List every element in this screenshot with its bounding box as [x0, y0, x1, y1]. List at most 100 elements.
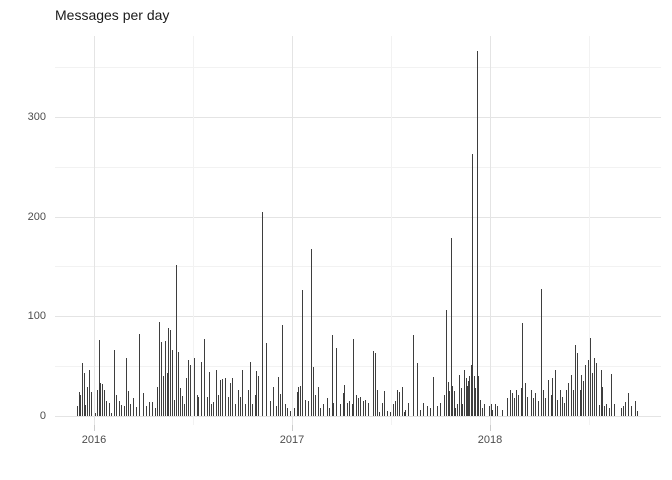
- bar: [395, 401, 396, 416]
- bar: [290, 411, 291, 416]
- bar: [464, 370, 465, 416]
- bar: [437, 406, 438, 416]
- bar: [225, 378, 226, 416]
- bar: [218, 395, 219, 416]
- bar: [252, 404, 253, 416]
- bar: [551, 395, 552, 416]
- bar: [170, 330, 171, 416]
- bar: [604, 406, 605, 416]
- bar: [390, 412, 391, 416]
- bar: [82, 363, 83, 416]
- bar: [516, 390, 517, 416]
- bar: [130, 404, 131, 416]
- bar: [427, 406, 428, 416]
- bar: [174, 400, 175, 416]
- y-axis-label: 300: [27, 110, 46, 123]
- bar: [602, 387, 603, 416]
- y-major-gridline: [55, 316, 661, 318]
- bar: [308, 401, 309, 416]
- bar: [172, 350, 173, 416]
- bar: [525, 383, 526, 416]
- bar: [139, 334, 140, 416]
- bar: [190, 365, 191, 416]
- bar: [594, 358, 595, 416]
- bar: [197, 395, 198, 416]
- bar: [482, 408, 483, 416]
- bar: [495, 404, 496, 416]
- bar: [557, 400, 558, 416]
- bar: [128, 391, 129, 416]
- bar: [531, 390, 532, 416]
- bar: [543, 390, 544, 416]
- bar: [404, 412, 405, 416]
- bar: [228, 397, 229, 416]
- bar: [347, 403, 348, 416]
- bar: [575, 345, 576, 416]
- bar: [163, 376, 164, 416]
- bar: [507, 398, 508, 416]
- bar: [194, 358, 195, 416]
- bar: [614, 404, 615, 416]
- bar: [262, 212, 263, 416]
- bar: [136, 407, 137, 416]
- bar: [282, 325, 283, 416]
- bar: [343, 393, 344, 416]
- bar: [329, 408, 330, 416]
- bar: [377, 390, 378, 416]
- bar: [155, 408, 156, 416]
- bar: [466, 378, 467, 416]
- x-major-gridline: [292, 36, 293, 425]
- x-minor-gridline: [589, 36, 590, 425]
- bar: [315, 395, 316, 416]
- bar: [497, 406, 498, 416]
- bar: [522, 323, 523, 416]
- bar: [430, 408, 431, 416]
- bar: [573, 390, 574, 416]
- bar: [635, 401, 636, 416]
- x-axis-label: 2017: [279, 434, 305, 446]
- bar: [384, 391, 385, 416]
- y-major-gridline: [55, 216, 661, 218]
- bar: [87, 387, 88, 416]
- bar: [491, 404, 492, 416]
- bar: [327, 398, 328, 416]
- bar: [104, 390, 105, 416]
- bar: [91, 392, 92, 416]
- bar: [408, 403, 409, 416]
- bar: [423, 403, 424, 416]
- bar: [119, 401, 120, 416]
- bar: [220, 380, 221, 416]
- bar: [478, 376, 479, 416]
- bar: [365, 400, 366, 416]
- bar: [541, 289, 542, 416]
- bar: [300, 386, 301, 416]
- bar: [230, 383, 231, 416]
- bar: [332, 335, 333, 416]
- bar: [399, 392, 400, 416]
- bar: [454, 391, 455, 416]
- bar: [577, 353, 578, 416]
- bar: [116, 395, 117, 416]
- bar: [533, 398, 534, 416]
- bar: [611, 374, 612, 416]
- bar: [469, 376, 470, 416]
- bar: [535, 393, 536, 416]
- bar: [297, 392, 298, 416]
- bar: [459, 375, 460, 416]
- bar: [258, 376, 259, 416]
- bar: [358, 398, 359, 416]
- bar: [472, 154, 473, 416]
- bar: [77, 406, 78, 416]
- y-minor-gridline: [55, 67, 661, 69]
- bar: [596, 363, 597, 416]
- bar: [471, 365, 472, 416]
- bar: [373, 351, 374, 416]
- bar: [152, 402, 153, 416]
- bar: [242, 370, 243, 416]
- bar: [255, 395, 256, 416]
- bar: [280, 394, 281, 416]
- x-major-gridline: [94, 36, 95, 425]
- bar: [180, 388, 181, 416]
- bar: [176, 265, 177, 416]
